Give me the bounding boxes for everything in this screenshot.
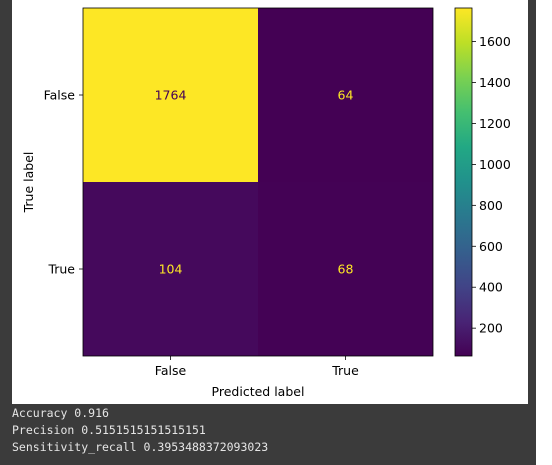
colorbar-tick-label: 1600: [479, 34, 511, 49]
y-tick-label: False: [44, 88, 76, 103]
matrix-cell: [258, 8, 433, 182]
scrollbar-track[interactable]: [536, 0, 552, 465]
plot-panel: 1764 64 104 68 False True False True Predicted…: [12, 0, 528, 404]
cell-output: Accuracy 0.916 Precision 0.5151515151515…: [12, 405, 542, 456]
cell-value-label: 1764: [155, 88, 187, 103]
colorbar-tick-label: 800: [479, 198, 503, 213]
colorbar-tick-label: 600: [479, 239, 503, 254]
colorbar-tick-label: 1200: [479, 116, 511, 131]
colorbar-tick-label: 400: [479, 280, 503, 295]
cell-value-label: 64: [338, 88, 354, 103]
precision-line: Precision 0.5151515151515151: [12, 423, 206, 437]
colorbar-tick-label: 1000: [479, 157, 511, 172]
matrix-cell: [83, 8, 258, 182]
recall-line: Sensitivity_recall 0.3953488372093023: [12, 440, 269, 454]
cell-value-label: 104: [159, 262, 183, 277]
confusion-matrix-chart: 1764 64 104 68 False True False True Predicted…: [21, 7, 511, 399]
x-axis-label: Predicted label: [212, 384, 305, 399]
colorbar: [454, 7, 473, 357]
x-tick-label: False: [155, 363, 187, 378]
cell-value-label: 68: [338, 262, 354, 277]
accuracy-line: Accuracy 0.916: [12, 406, 109, 420]
x-tick-label: True: [331, 363, 359, 378]
matrix-cell: [258, 182, 433, 356]
colorbar-tick-label: 1400: [479, 75, 511, 90]
y-axis-label: True label: [21, 152, 36, 214]
matrix-cell: [83, 182, 258, 356]
matrix-frame: [82, 7, 434, 357]
y-tick-label: True: [47, 262, 75, 277]
colorbar-tick-label: 200: [479, 321, 503, 336]
